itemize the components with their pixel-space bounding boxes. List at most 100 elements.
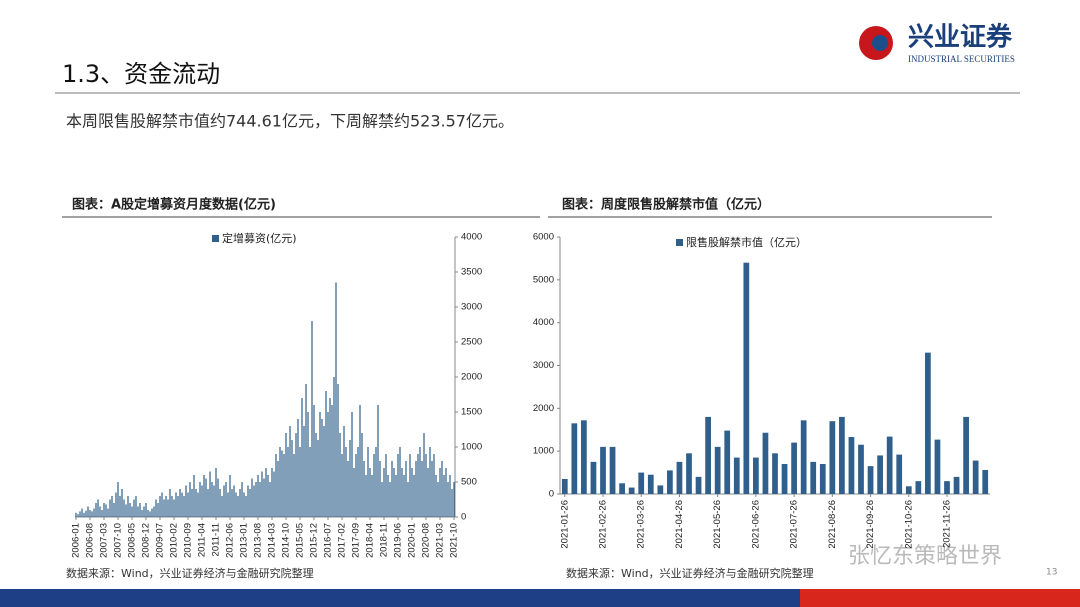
bar — [269, 482, 271, 517]
bar — [315, 433, 317, 517]
bar — [359, 405, 361, 517]
bar — [810, 461, 817, 494]
bar — [791, 442, 797, 494]
bar — [273, 471, 275, 517]
y-tick-label: 0 — [549, 489, 554, 500]
x-tick-label: 2018-11 — [379, 523, 390, 557]
bar — [848, 437, 855, 494]
bar — [181, 492, 183, 517]
x-tick-label: 2015-12 — [309, 523, 320, 558]
bar — [743, 262, 750, 494]
bar — [251, 478, 253, 517]
source: 数据来源：Wind，兴业证券经济与金融研究院整理 — [66, 566, 314, 580]
bar — [343, 426, 345, 517]
bar — [103, 503, 105, 517]
bar — [353, 468, 355, 517]
bar — [291, 440, 293, 517]
bar — [279, 447, 281, 517]
bar — [401, 468, 403, 517]
y-tick-label: 3000 — [533, 360, 554, 371]
bar — [339, 433, 341, 517]
bar — [127, 496, 129, 517]
bar — [187, 492, 189, 517]
bar — [121, 489, 123, 517]
bar — [347, 461, 349, 517]
bar — [257, 475, 259, 517]
bar — [153, 506, 155, 517]
bar — [355, 454, 357, 517]
bar — [781, 464, 788, 494]
footer-bar-accent — [800, 589, 1080, 607]
bar — [371, 475, 373, 517]
bar — [375, 447, 377, 517]
bar — [313, 405, 315, 517]
y-tick-label: 6000 — [533, 232, 554, 243]
x-tick-label: 2021-10 — [449, 523, 460, 558]
logo-en: INDUSTRIAL SECURITIES — [908, 54, 1015, 64]
bar — [233, 485, 235, 517]
bar — [714, 446, 721, 494]
x-tick-label: 2019-06 — [393, 523, 404, 558]
bar — [369, 468, 371, 517]
bar — [119, 496, 121, 517]
bar — [423, 433, 425, 517]
x-tick-label: 2013-01 — [239, 523, 250, 558]
x-tick-label: 2008-05 — [127, 523, 138, 558]
bar — [421, 461, 423, 517]
bar — [115, 492, 117, 517]
bar — [173, 499, 175, 517]
bar — [331, 405, 333, 517]
bar — [383, 468, 385, 517]
y-tick-label: 1500 — [461, 407, 482, 418]
footer-bar — [0, 589, 800, 607]
bar — [197, 492, 199, 517]
bar — [249, 489, 251, 517]
bar — [441, 461, 443, 517]
bar — [397, 454, 399, 517]
bar — [175, 492, 177, 517]
bar — [385, 454, 387, 517]
bar — [135, 496, 137, 517]
bar — [275, 454, 277, 517]
slide-title: 1.3、资金流动 — [62, 60, 220, 88]
bar — [762, 432, 769, 494]
y-tick-label: 2000 — [461, 372, 482, 383]
bar — [403, 475, 405, 517]
bar — [185, 485, 187, 517]
bar — [105, 504, 107, 517]
bar — [311, 321, 313, 517]
bar — [177, 496, 179, 517]
bar — [77, 514, 79, 517]
bar — [413, 475, 415, 517]
y-tick-label: 4000 — [533, 317, 554, 328]
bar — [75, 512, 77, 517]
bar — [227, 492, 229, 517]
bar — [195, 489, 197, 517]
bar — [333, 377, 335, 517]
bar — [409, 454, 411, 517]
bar — [305, 384, 307, 517]
bar — [201, 485, 203, 517]
bar — [297, 419, 299, 517]
y-tick-label: 500 — [461, 477, 477, 488]
x-tick-label: 2017-09 — [351, 523, 362, 558]
bar — [287, 447, 289, 517]
bar — [205, 478, 207, 517]
bar — [323, 426, 325, 517]
x-tick-label: 2011-04 — [197, 523, 208, 557]
x-tick-label: 2021-10-26 — [903, 500, 914, 549]
bar — [686, 453, 692, 494]
x-tick-label: 2021-02-26 — [598, 500, 609, 549]
bar — [367, 447, 369, 517]
bar — [191, 489, 193, 517]
x-tick-label: 2006-08 — [85, 523, 96, 558]
bar — [143, 506, 145, 517]
bar — [159, 496, 161, 517]
bar — [377, 405, 379, 517]
bar — [319, 412, 321, 517]
bar — [221, 496, 223, 517]
bar — [581, 420, 587, 494]
bar — [303, 426, 305, 517]
bar — [619, 483, 625, 494]
